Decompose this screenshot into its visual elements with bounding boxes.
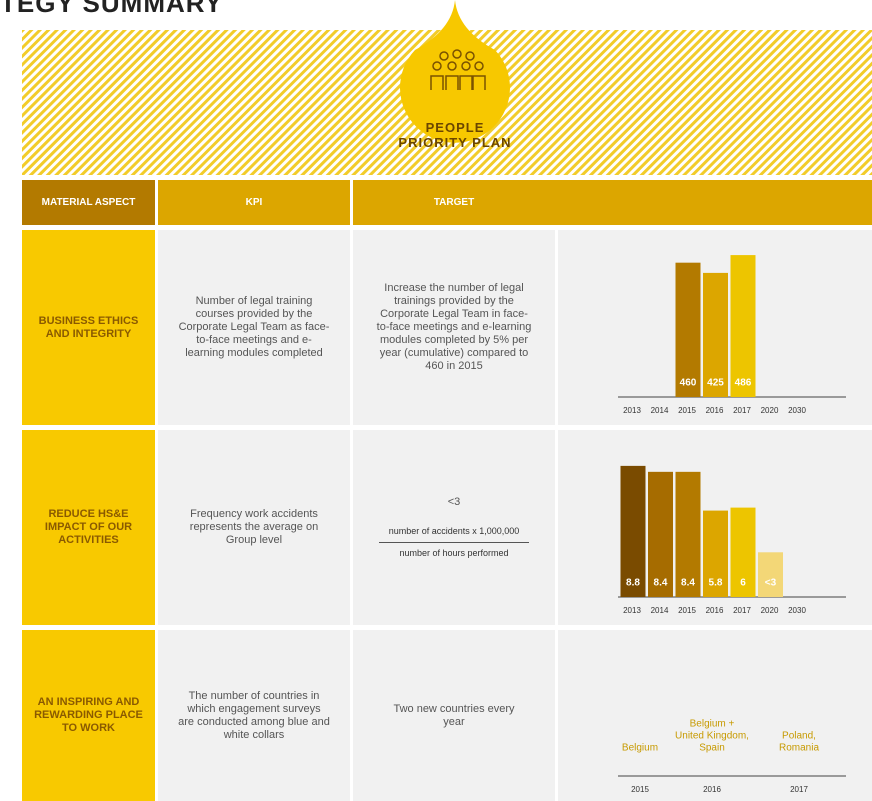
kpi: The number of countries in which engagem…: [178, 689, 330, 741]
x-tick-label: 2020: [761, 606, 779, 615]
country-label: Romania: [779, 743, 819, 754]
x-tick-label: 2016: [706, 406, 724, 415]
banner-drop: [400, 0, 511, 143]
x-tick-label: 2030: [788, 606, 806, 615]
cell: [353, 430, 555, 625]
bar: [620, 465, 646, 597]
numerator: number of accidents x 1,000,000: [379, 525, 529, 543]
country-label: United Kingdom,: [675, 731, 749, 742]
bar-label: 425: [707, 378, 724, 389]
bar: [675, 262, 701, 397]
bar-label: 8.4: [681, 578, 695, 589]
kpi: Frequency work accidents represents the …: [189, 508, 319, 546]
target: <3 number of accidents x 1,000,000 numbe…: [353, 430, 555, 625]
x-tick-label: 2030: [788, 406, 806, 415]
cell: [353, 630, 555, 801]
aspect: AN INSPIRING AND REWARDING PLACE TO WORK: [34, 696, 143, 734]
x-tick-label: 2015: [678, 406, 696, 415]
denominator: number of hours performed: [399, 547, 509, 558]
banner-line: PEOPLE: [425, 120, 485, 135]
bar: [758, 552, 783, 597]
cell: [158, 430, 350, 625]
header-cell: [353, 180, 872, 225]
year-label: 2016: [703, 785, 721, 794]
bar-label: 460: [680, 378, 697, 389]
rows: [22, 230, 872, 801]
country-label: Spain: [699, 743, 725, 754]
charts: 2013 2014 2015 460 2016 425 2017 486 2020 2030 201…: [618, 255, 846, 794]
year-label: 2017: [790, 785, 808, 794]
kpi: Number of legal training courses provide…: [178, 295, 330, 359]
bar-label: 6: [740, 578, 746, 589]
target-value: <3: [447, 495, 461, 508]
cell: [558, 630, 872, 801]
aspect: REDUCE HS&E IMPACT OF OUR ACTIVITIES: [44, 508, 133, 546]
x-tick-label: 2015: [678, 606, 696, 615]
aspect-cell: [22, 630, 155, 801]
x-tick-label: 2017: [733, 606, 751, 615]
aspect-cell: [22, 430, 155, 625]
bar: [730, 255, 756, 397]
x-tick-label: 2016: [706, 606, 724, 615]
bar-label: 5.8: [709, 578, 723, 589]
country-label: Poland,: [782, 731, 816, 742]
target: Increase the number of legal trainings p…: [376, 282, 532, 372]
cell: [353, 230, 555, 425]
header-cell: [22, 180, 155, 225]
x-tick-label: 2020: [761, 406, 779, 415]
cell: [158, 630, 350, 801]
people-icon: [430, 49, 486, 90]
bar: [703, 272, 728, 397]
bar: [675, 471, 701, 597]
x-tick-label: 2013: [623, 406, 641, 415]
bar: [730, 507, 756, 597]
bar: [648, 471, 673, 597]
year-label: 2015: [631, 785, 649, 794]
column-header: KPI: [245, 197, 263, 208]
x-tick-label: 2013: [623, 606, 641, 615]
aspect: BUSINESS ETHICS AND INTEGRITY: [38, 314, 139, 340]
x-tick-label: 2014: [651, 406, 669, 415]
country-label: Belgium +: [690, 719, 735, 730]
target: Two new countries every year: [393, 702, 515, 728]
aspect-cell: [22, 230, 155, 425]
page-title: TEGY SUMMARY: [0, 0, 223, 18]
bar: [703, 510, 728, 597]
column-header: TARGET: [433, 197, 475, 208]
column-header: MATERIAL ASPECT: [41, 197, 136, 208]
x-tick-label: 2014: [651, 606, 669, 615]
bar-label: 486: [735, 378, 752, 389]
banner-title: PEOPLE PRIORITY PLAN: [355, 120, 555, 150]
header-cell: [158, 180, 350, 225]
banner-line: PRIORITY PLAN: [398, 135, 512, 150]
cell: [158, 230, 350, 425]
x-tick-label: 2017: [733, 406, 751, 415]
bar-label: <3: [765, 578, 777, 589]
bar-label: 8.4: [654, 578, 668, 589]
country-label: Belgium: [622, 743, 658, 754]
bar-label: 8.8: [626, 578, 640, 589]
